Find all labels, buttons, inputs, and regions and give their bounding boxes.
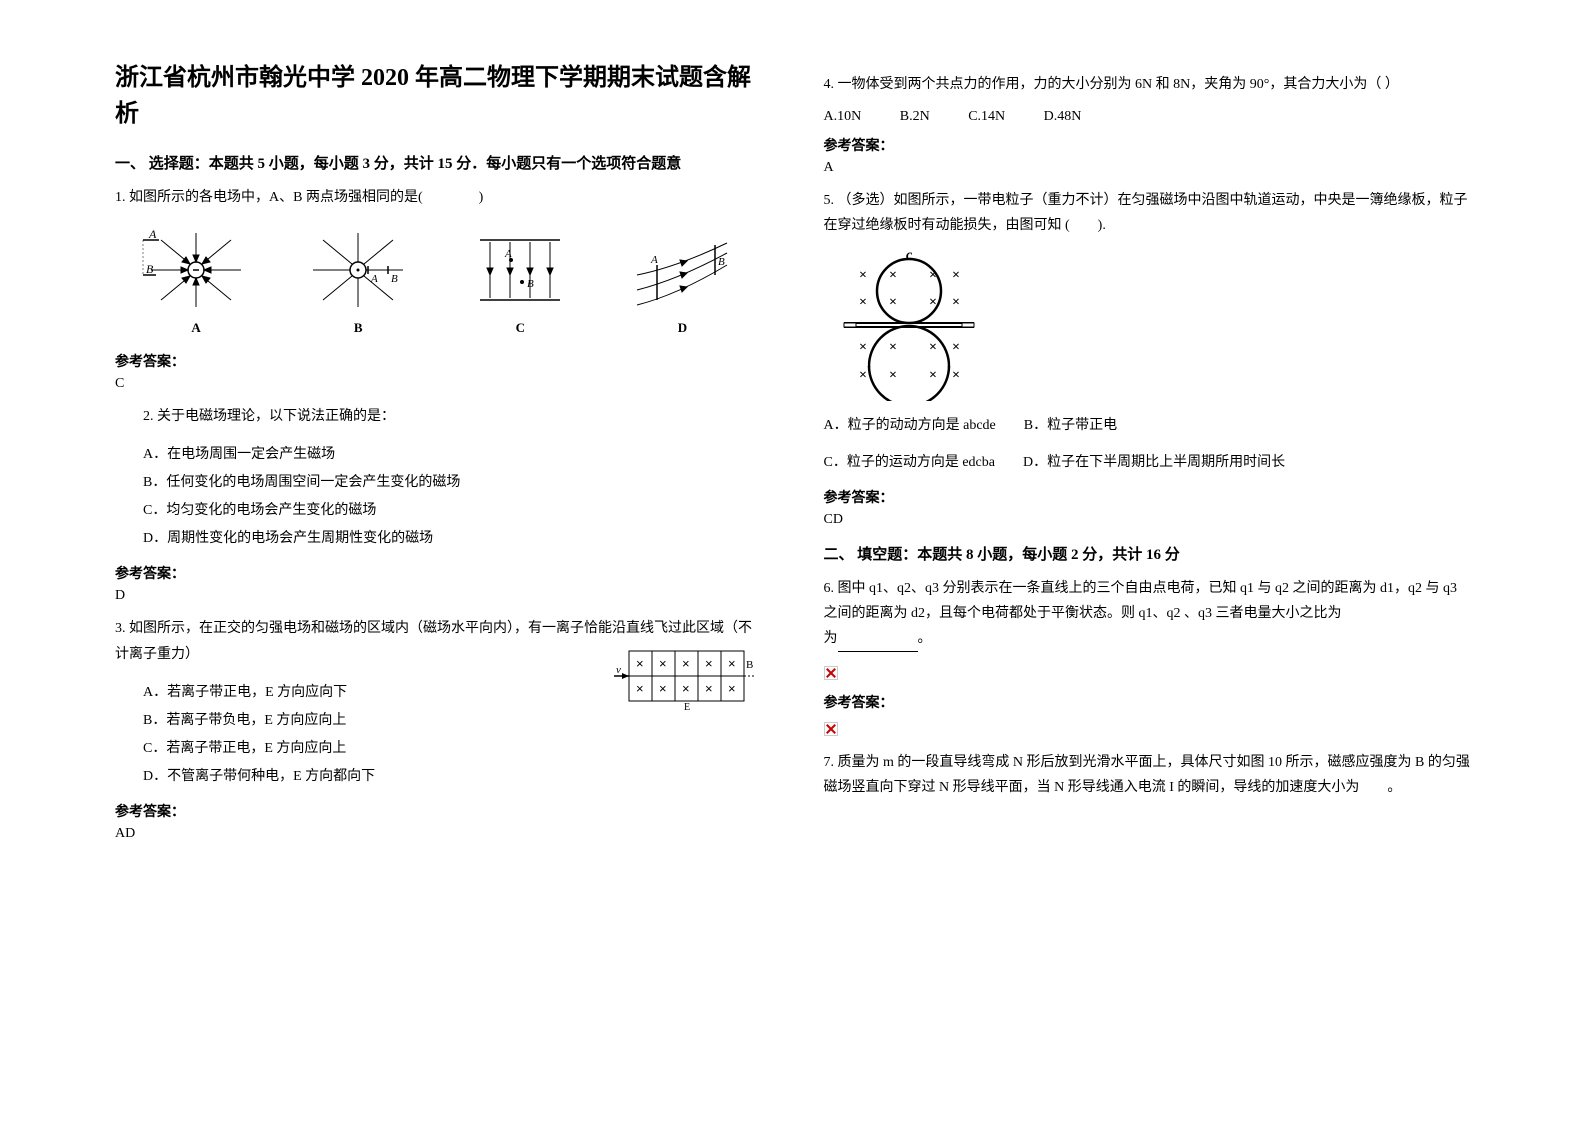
- q5-diagram: ×××× ×××× ×××× ×××× c: [834, 251, 984, 401]
- svg-text:×: ×: [682, 681, 690, 696]
- q2-opt-c: C．均匀变化的电场会产生变化的磁场: [115, 497, 764, 525]
- svg-text:×: ×: [859, 368, 867, 383]
- q2-answer-label: 参考答案：: [115, 563, 764, 583]
- q1-answer: C: [115, 376, 764, 392]
- q3-container: 3. 如图所示，在正交的匀强电场和磁场的区域内（磁场水平向内），有一离子恰能沿直…: [115, 616, 764, 790]
- svg-text:v: v: [616, 664, 621, 676]
- q5-answer: CD: [824, 512, 1473, 528]
- question-7: 7. 质量为 m 的一段直导线弯成 N 形后放到光滑水平面上，具体尺寸如图 10…: [824, 750, 1473, 800]
- q6-answer-label: 参考答案：: [824, 692, 1473, 712]
- svg-text:B: B: [746, 659, 753, 671]
- q3-diagram: × × × × × × × × × × v B E: [614, 646, 754, 711]
- svg-text:A: A: [148, 227, 157, 241]
- svg-text:A: A: [650, 254, 658, 266]
- q2-opt-b: B．任何变化的电场周围空间一定会产生变化的磁场: [115, 469, 764, 497]
- svg-text:×: ×: [929, 340, 937, 355]
- q2-answer: D: [115, 588, 764, 604]
- svg-text:×: ×: [952, 295, 960, 310]
- broken-image-icon: [824, 666, 838, 680]
- svg-text:×: ×: [952, 368, 960, 383]
- figure-a: A B A: [141, 225, 251, 336]
- figure-b: A B B: [303, 225, 413, 336]
- q5-opt-cd: C．粒子的运动方向是 edcba D．粒子在下半周期比上半周期所用时间长: [824, 450, 1473, 475]
- svg-text:×: ×: [682, 656, 690, 671]
- q3-opt-d: D．不管离子带何种电，E 方向都向下: [115, 763, 764, 791]
- svg-text:B: B: [391, 273, 398, 285]
- broken-image-icon: [824, 722, 838, 736]
- blank-6: [838, 636, 918, 652]
- q3-opt-c: C．若离子带正电，E 方向应向上: [115, 735, 764, 763]
- field-diagram-c: A B: [465, 225, 575, 315]
- q1-answer-label: 参考答案：: [115, 351, 764, 371]
- question-1: 1. 如图所示的各电场中，A、B 两点场强相同的是( ): [115, 185, 764, 210]
- svg-text:B: B: [718, 256, 725, 268]
- q5-figure: ×××× ×××× ×××× ×××× c: [834, 251, 1473, 401]
- svg-text:c: c: [906, 251, 913, 263]
- svg-text:A: A: [370, 273, 378, 285]
- question-6: 6. 图中 q1、q2、q3 分别表示在一条直线上的三个自由点电荷，已知 q1 …: [824, 576, 1473, 652]
- svg-text:×: ×: [859, 295, 867, 310]
- question-2: 2. 关于电磁场理论，以下说法正确的是：: [115, 404, 764, 429]
- svg-text:×: ×: [705, 656, 713, 671]
- svg-text:×: ×: [636, 681, 644, 696]
- svg-text:×: ×: [728, 656, 736, 671]
- field-diagram-b: A B: [303, 225, 413, 315]
- q2-opt-a: A．在电场周围一定会产生磁场: [115, 441, 764, 469]
- svg-text:×: ×: [889, 268, 897, 283]
- q4-answer-label: 参考答案：: [824, 135, 1473, 155]
- svg-text:B: B: [527, 278, 534, 290]
- svg-text:E: E: [684, 702, 690, 711]
- svg-text:×: ×: [659, 656, 667, 671]
- right-column: 4. 一物体受到两个共点力的作用，力的大小分别为 6N 和 8N，夹角为 90°…: [794, 60, 1488, 1092]
- field-diagram-a: A B: [141, 225, 251, 315]
- svg-text:×: ×: [952, 340, 960, 355]
- page-title: 浙江省杭州市翰光中学 2020 年高二物理下学期期末试题含解析: [115, 60, 764, 132]
- question-4: 4. 一物体受到两个共点力的作用，力的大小分别为 6N 和 8N，夹角为 90°…: [824, 72, 1473, 97]
- q4-options: A.10N B.2N C.14N D.48N: [824, 109, 1473, 125]
- svg-text:×: ×: [859, 340, 867, 355]
- q1-figures: A B A: [115, 225, 764, 336]
- svg-text:×: ×: [728, 681, 736, 696]
- svg-text:×: ×: [889, 295, 897, 310]
- figure-d: A B D: [627, 235, 737, 336]
- q5-opt-ab: A．粒子的动动方向是 abcde B．粒子带正电: [824, 413, 1473, 438]
- svg-text:×: ×: [705, 681, 713, 696]
- svg-text:×: ×: [889, 368, 897, 383]
- question-5: 5. （多选）如图所示，一带电粒子（重力不计）在匀强磁场中沿图中轨道运动，中央是…: [824, 188, 1473, 238]
- svg-text:×: ×: [929, 368, 937, 383]
- q3-answer-label: 参考答案：: [115, 801, 764, 821]
- left-column: 浙江省杭州市翰光中学 2020 年高二物理下学期期末试题含解析 一、 选择题：本…: [100, 60, 794, 1092]
- q3-answer: AD: [115, 826, 764, 842]
- svg-text:×: ×: [659, 681, 667, 696]
- q6-answer-placeholder: [824, 720, 1473, 738]
- figure-c: A B C: [465, 225, 575, 336]
- q5-answer-label: 参考答案：: [824, 487, 1473, 507]
- svg-text:×: ×: [952, 268, 960, 283]
- section2-header: 二、 填空题：本题共 8 小题，每小题 2 分，共计 16 分: [824, 543, 1473, 564]
- q6-image-placeholder: [824, 664, 1473, 682]
- field-diagram-d: A B: [627, 235, 737, 315]
- q2-opt-d: D．周期性变化的电场会产生周期性变化的磁场: [115, 525, 764, 553]
- svg-text:×: ×: [859, 268, 867, 283]
- svg-text:×: ×: [889, 340, 897, 355]
- svg-text:×: ×: [636, 656, 644, 671]
- section1-header: 一、 选择题：本题共 5 小题，每小题 3 分，共计 15 分．每小题只有一个选…: [115, 152, 764, 173]
- svg-text:B: B: [146, 262, 154, 276]
- q4-answer: A: [824, 160, 1473, 176]
